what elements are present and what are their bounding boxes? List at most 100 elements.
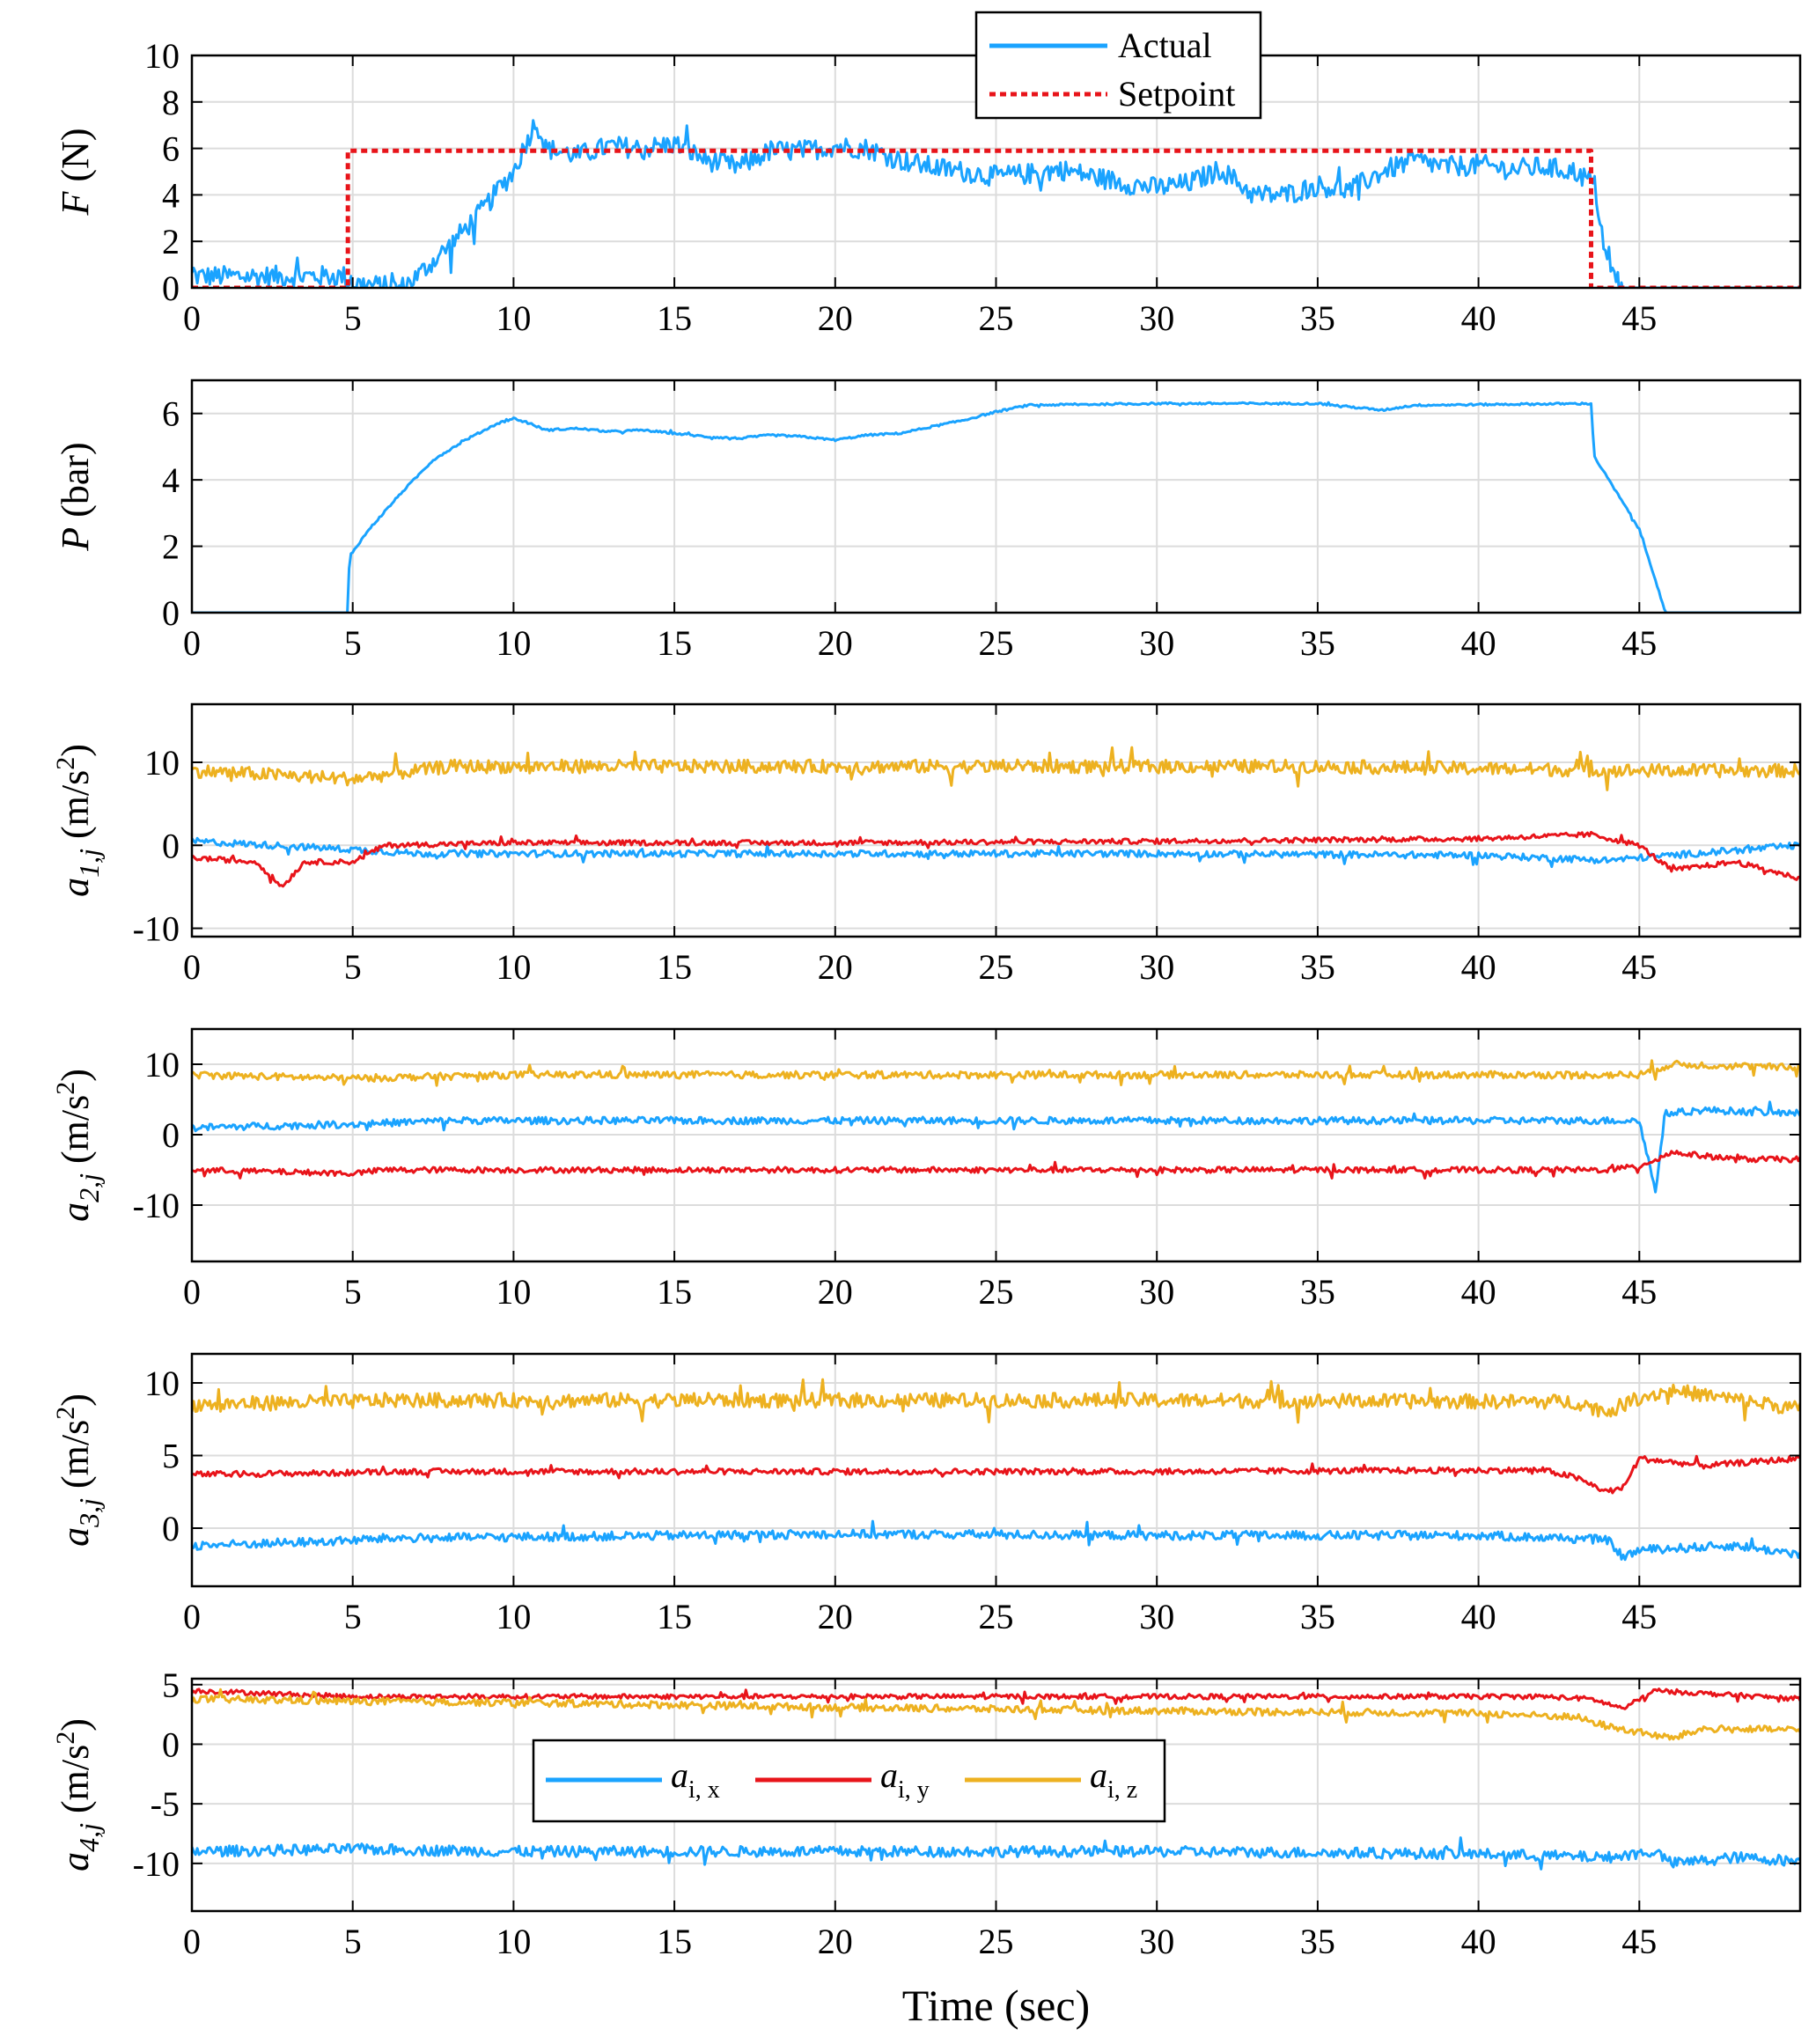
x-tick-label: 20 — [818, 1272, 853, 1312]
x-tick-label: 10 — [496, 623, 531, 663]
x-tick-label: 45 — [1621, 1597, 1657, 1636]
x-tick-label: 40 — [1461, 947, 1496, 987]
legend-ay-sub: i, y — [898, 1776, 930, 1804]
x-tick-label: 15 — [657, 623, 692, 663]
x-tick-label: 15 — [657, 1272, 692, 1312]
x-tick-label: 10 — [496, 298, 531, 338]
y-tick-label: -10 — [133, 909, 180, 949]
panel-pressure: 0 5 10 15 20 25 30 35 40 45 0 2 4 6 P (bar) — [54, 379, 1802, 663]
x-tick-label: 15 — [657, 1922, 692, 1961]
legend-force: Actual Setpoint — [974, 11, 1262, 120]
x-tick-label: 40 — [1461, 1272, 1496, 1312]
x-tick-label: 35 — [1300, 1597, 1335, 1636]
x-tick-label: 20 — [818, 947, 853, 987]
y-label-unit: (N) — [54, 129, 97, 192]
y-label-sub: 3,j — [73, 1498, 105, 1528]
y-tick-label: 10 — [144, 1364, 180, 1403]
x-tick-label: 25 — [979, 1272, 1014, 1312]
x-tick-label: 45 — [1621, 1272, 1657, 1312]
x-tick-label: 40 — [1461, 1922, 1496, 1961]
y-label-sub: 2,j — [73, 1173, 105, 1202]
x-tick-label: 15 — [657, 947, 692, 987]
y-tick-label: 8 — [162, 83, 180, 122]
x-tick-label: 25 — [979, 623, 1014, 663]
legend-actual: Actual — [1118, 26, 1212, 65]
x-tick-label: 25 — [979, 298, 1014, 338]
y-tick-label: 5 — [162, 1665, 180, 1705]
x-tick-label: 45 — [1621, 947, 1657, 987]
y-tick-label: 10 — [144, 743, 180, 783]
y-axis-label: a2,j (m/s2) — [51, 1069, 105, 1222]
x-tick-label: 15 — [657, 298, 692, 338]
series-a1-aix — [192, 836, 1800, 869]
x-tick-label: 30 — [1139, 1272, 1174, 1312]
panel-a3: 0 5 10 15 20 25 30 35 40 45 0 5 10 a3,j (m/s2) — [51, 1352, 1802, 1636]
x-tick-label: 25 — [979, 947, 1014, 987]
y-tick-label: 10 — [144, 36, 180, 76]
y-tick-label: 5 — [162, 1437, 180, 1476]
y-label-sup: 2 — [51, 1732, 80, 1745]
y-tick-label: 10 — [144, 1045, 180, 1084]
y-label-unit: (m/s — [54, 1420, 97, 1498]
y-tick-label: 6 — [162, 394, 180, 434]
y-tick-label: 0 — [162, 1509, 180, 1548]
series-a3-aix — [192, 1519, 1800, 1562]
x-tick-label: 5 — [344, 1597, 362, 1636]
y-label-sub: 4,j — [73, 1823, 105, 1852]
x-tick-label: 35 — [1300, 623, 1335, 663]
x-tick-label: 5 — [344, 1272, 362, 1312]
y-tick-label: 2 — [162, 527, 180, 567]
y-label-unit: (m/s — [54, 1745, 97, 1823]
x-tick-label: 45 — [1621, 298, 1657, 338]
y-tick-label: -10 — [133, 1186, 180, 1225]
x-tick-label: 40 — [1461, 623, 1496, 663]
series-a4-aiz — [192, 1687, 1800, 1741]
series-a3-aiz — [192, 1378, 1800, 1424]
y-axis-label: F (N) — [54, 129, 97, 217]
x-tick-label: 30 — [1139, 1597, 1174, 1636]
series-a2-aiz — [192, 1059, 1800, 1087]
y-label-sup: 2 — [51, 757, 80, 770]
x-tick-label: 0 — [183, 1922, 201, 1961]
legend-ax-sub: i, x — [688, 1776, 720, 1804]
legend-az-sub: i, z — [1107, 1776, 1137, 1804]
series-a1-aiz — [192, 746, 1800, 791]
y-label-symbol: a — [54, 1527, 97, 1547]
y-label-symbol: a — [54, 878, 97, 897]
y-label-symbol: F — [54, 190, 97, 216]
y-label-unit: (bar) — [54, 442, 97, 527]
x-tick-label: 40 — [1461, 1597, 1496, 1636]
x-tick-label: 35 — [1300, 1922, 1335, 1961]
y-label-symbol: a — [54, 1852, 97, 1871]
y-label-unit: (m/s — [54, 770, 97, 849]
panel-a2: 0 5 10 15 20 25 30 35 40 45 -10 0 10 a2,j (m/s2) — [51, 1027, 1802, 1312]
y-tick-label: 4 — [162, 460, 180, 500]
x-tick-label: 45 — [1621, 1922, 1657, 1961]
x-tick-label: 15 — [657, 1597, 692, 1636]
x-tick-label: 0 — [183, 947, 201, 987]
y-tick-label: 2 — [162, 222, 180, 261]
legend-az-label: ai, z — [1090, 1755, 1137, 1804]
x-tick-label: 30 — [1139, 947, 1174, 987]
x-tick-label: 5 — [344, 947, 362, 987]
series-a2-aix — [192, 1100, 1800, 1194]
x-tick-label: 10 — [496, 1597, 531, 1636]
x-tick-label: 35 — [1300, 947, 1335, 987]
x-tick-label: 10 — [496, 1922, 531, 1961]
series-force-Actual — [192, 119, 1800, 288]
x-tick-label: 5 — [344, 1922, 362, 1961]
legend-az-base: a — [1090, 1755, 1107, 1795]
y-label-tail: ) — [54, 1718, 97, 1732]
x-tick-label: 20 — [818, 1922, 853, 1961]
x-tick-label: 35 — [1300, 1272, 1335, 1312]
y-label-tail: ) — [54, 744, 97, 757]
legend-setpoint: Setpoint — [1118, 74, 1235, 114]
y-label-sub: 1,j — [73, 849, 105, 878]
x-tick-label: 20 — [818, 1597, 853, 1636]
y-tick-label: 4 — [162, 175, 180, 215]
x-tick-label: 5 — [344, 298, 362, 338]
y-axis-label: a3,j (m/s2) — [51, 1393, 105, 1547]
